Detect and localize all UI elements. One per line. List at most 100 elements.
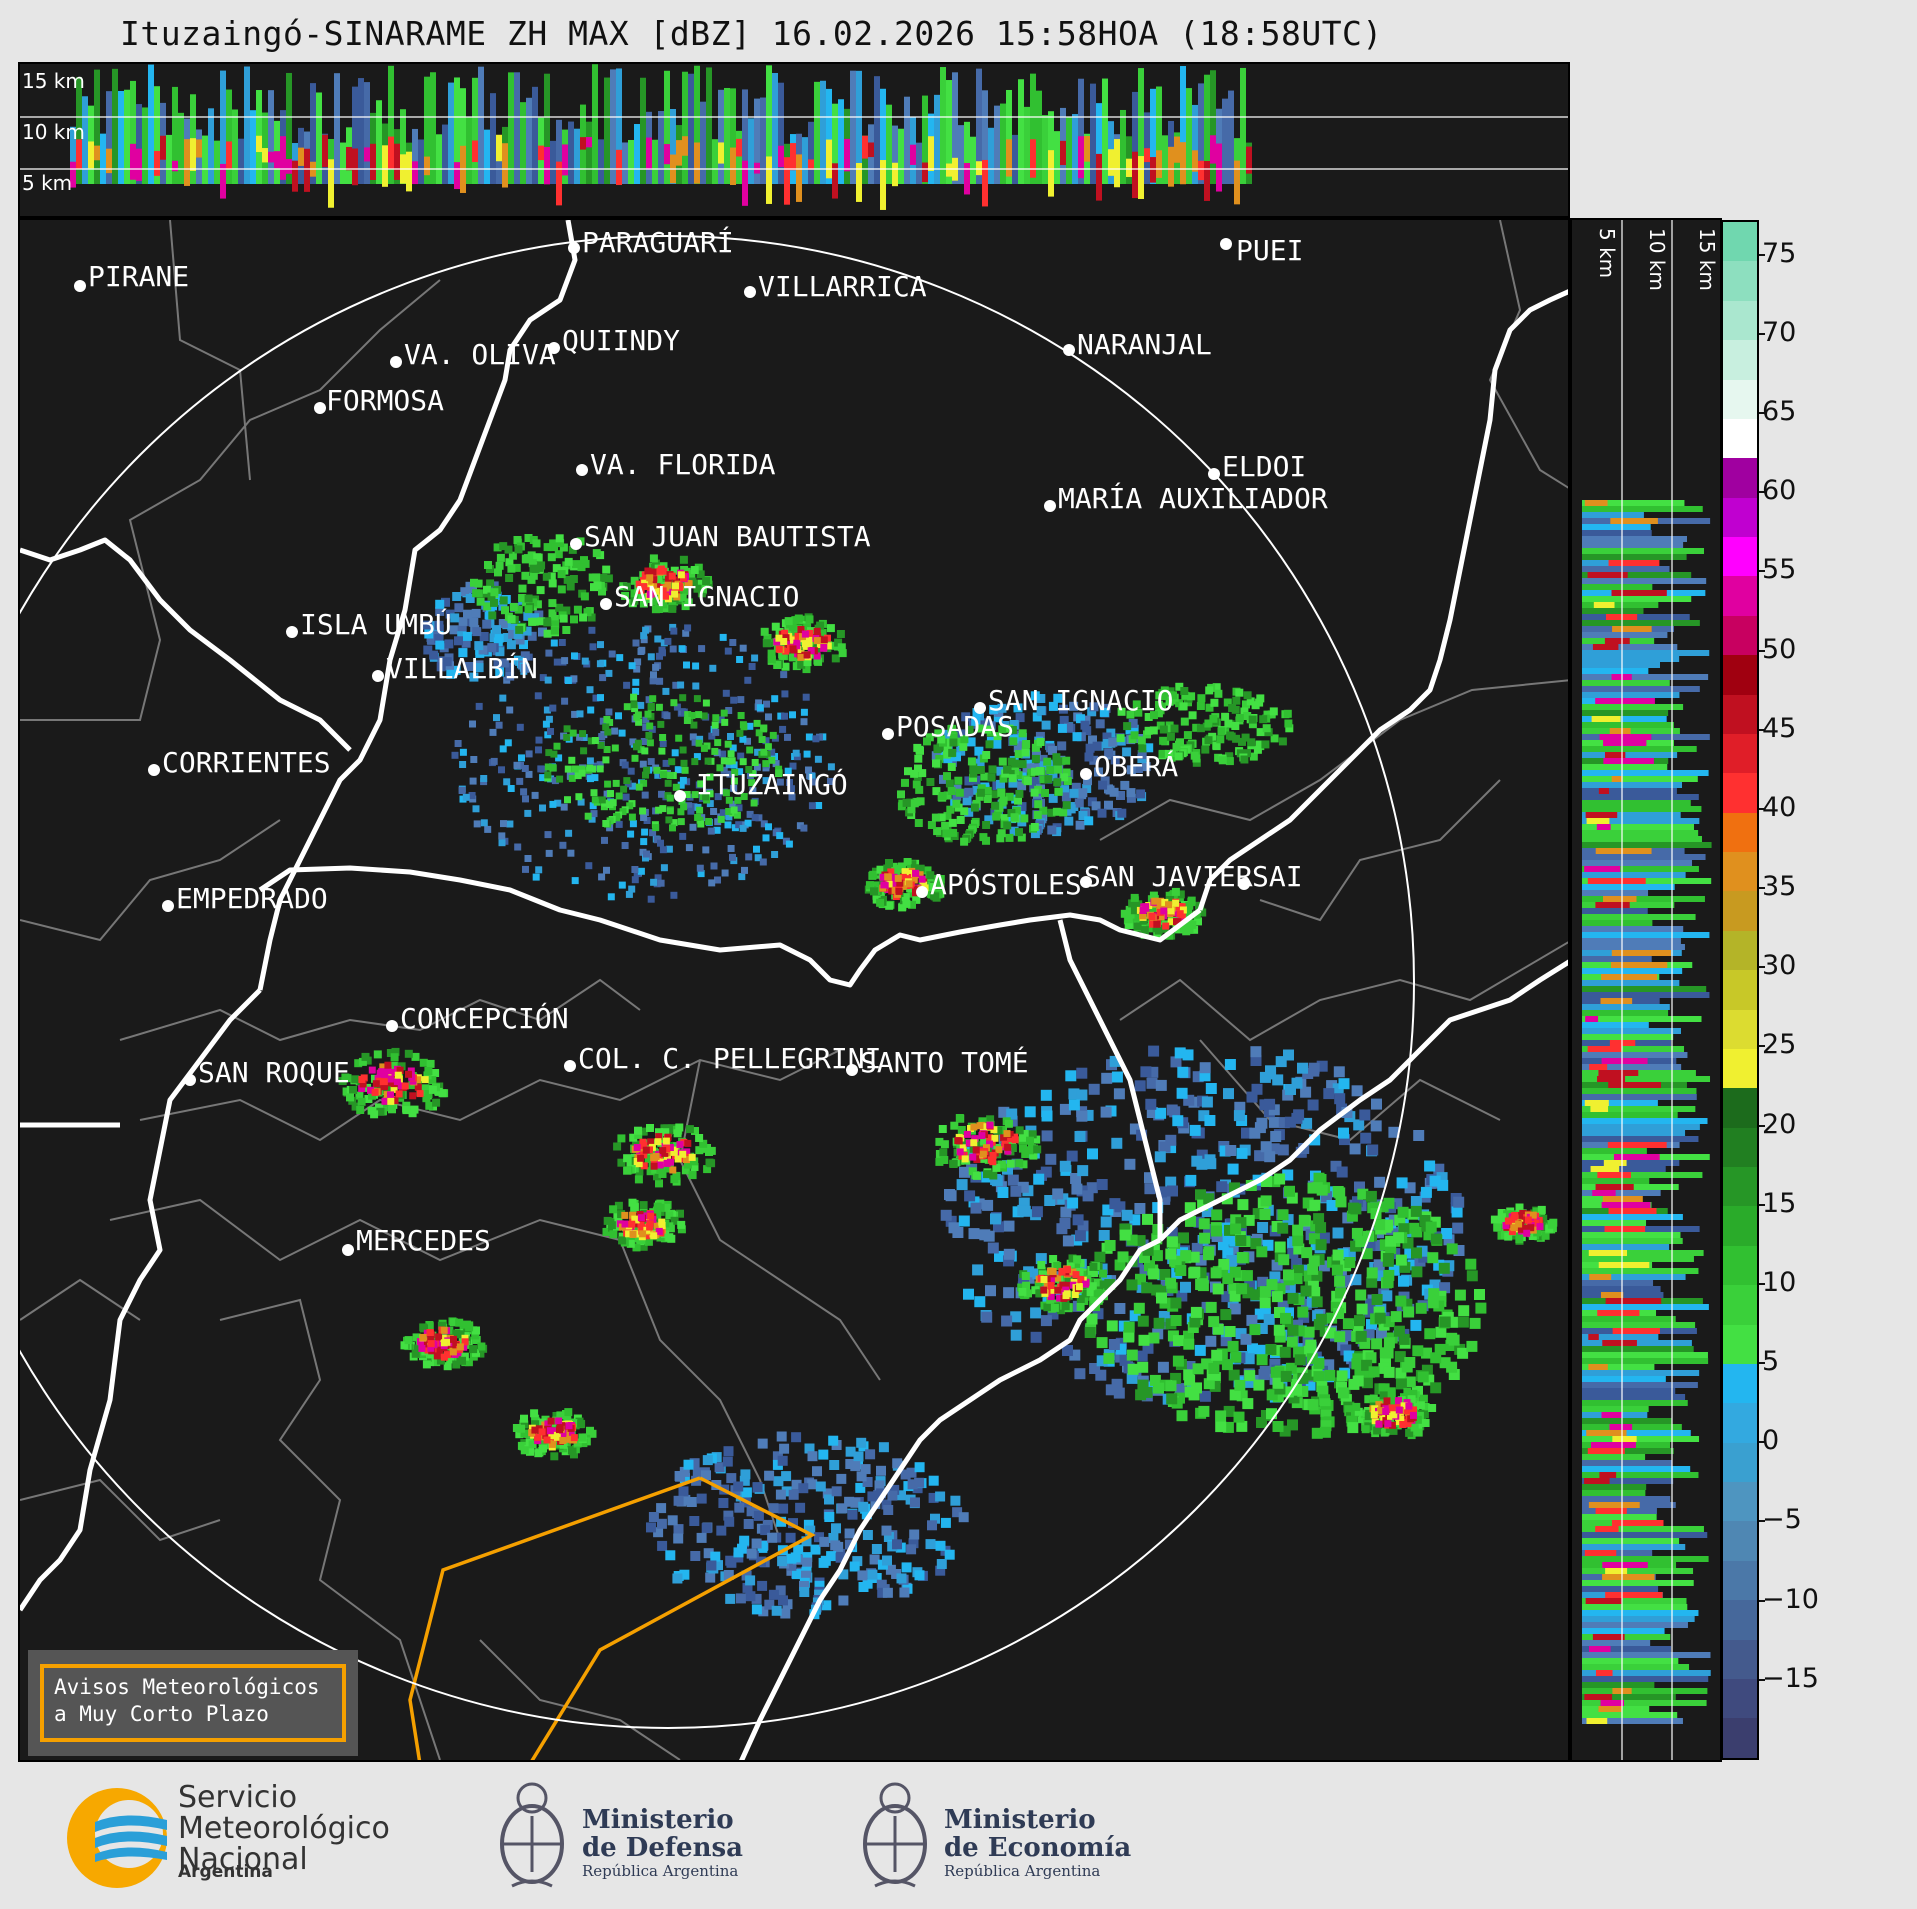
echo-cell [653,1172,661,1181]
echo-column [1096,103,1102,184]
echo-cell [606,801,614,809]
echo-cell [1373,1259,1385,1271]
echo-column [934,94,940,184]
echo-cell [968,1196,980,1208]
echo-cell [424,629,434,639]
echo-cell [1187,692,1196,701]
echo-cell [533,600,542,609]
echo-cell [480,819,488,827]
echo-cell [1277,1209,1289,1221]
echo-cell [1116,734,1125,743]
echo-core [562,144,568,176]
echo-cell [529,571,538,580]
echo-cell [1165,1380,1177,1392]
echo-cell [710,808,718,815]
echo-cell [1250,1055,1262,1066]
echo-cell [1335,1287,1346,1299]
echo-cell [763,700,770,708]
echo-cell [1376,1270,1388,1282]
echo-cell [1439,1357,1451,1369]
echo-cell [647,895,655,903]
echo-cell [1240,707,1249,716]
echo-cell [1126,1279,1138,1291]
echo-cell [982,751,991,759]
echo-cell [689,733,697,741]
echo-cell [1120,909,1129,918]
echo-cell [1005,1135,1013,1143]
echo-cell [1356,1303,1368,1315]
echo-core [304,148,310,192]
echo-cell [1036,694,1046,703]
echo-cell [876,1465,886,1476]
echo-cell [471,1331,480,1340]
echo-cell [518,584,527,593]
echo-cell [803,1519,814,1530]
echo-cell [479,632,489,641]
echo-cell [623,703,631,711]
echo-cell [532,539,541,548]
echo-cell [1140,926,1149,935]
echo-cell [960,735,969,744]
echo-cell [1282,1386,1294,1398]
echo-cell [647,653,655,661]
echo-cell [792,662,801,671]
echo-cell [689,1516,700,1526]
echo-cell [1421,1419,1430,1427]
echo-cell [1146,924,1155,933]
echo-cell [1453,1196,1465,1208]
echo-cell [543,543,552,552]
echo-cell [1313,1371,1325,1383]
echo-cell [1211,1209,1223,1221]
echo-cell [1088,735,1097,745]
echo-cell [657,1540,668,1551]
echo-cell [581,657,589,665]
echo-cell [1108,1339,1120,1350]
echo-cell [1268,1116,1280,1128]
echo-cell [1058,1267,1066,1275]
echo-cell [1313,1172,1325,1184]
echo-cell [1390,1311,1402,1323]
echo-cell [1134,1080,1146,1092]
echo-cell [1176,738,1184,747]
echo-cell [492,625,501,635]
echo-cell [1017,733,1027,742]
echo-cell [737,712,745,719]
echo-cell [1031,754,1040,763]
echo-cell [968,1228,980,1240]
echo-cell [1175,699,1184,708]
echo-column [166,134,172,184]
echo-cell [1000,1134,1008,1142]
echo-cell [884,873,892,881]
echo-cell [1062,801,1071,810]
echo-cell [1069,788,1079,798]
echo-cell [1338,1078,1350,1090]
echo-cell [869,870,878,879]
echo-column [1012,134,1018,184]
echo-cell [341,1073,350,1082]
echo-cell [1148,1332,1160,1344]
echo-column [1132,91,1138,184]
echo-core [280,136,286,180]
echo-cell [1089,702,1099,712]
echo-cell [788,785,795,793]
echo-cell [1153,920,1161,928]
echo-cell [516,777,524,785]
echo-cell [1130,893,1139,902]
echo-cell [1344,1405,1356,1417]
echo-cell [1151,1233,1163,1245]
echo-cell [1371,1417,1379,1425]
echo-cell [1148,1268,1160,1280]
echo-cell [642,626,650,634]
echo-cell [1235,1235,1247,1246]
echo-cell [713,826,721,834]
echo-cell [1266,1279,1278,1291]
echo-cell [381,1083,388,1091]
echo-cell [1126,765,1136,775]
echo-cell [793,1544,804,1555]
echo-cell [486,579,495,588]
echo-cell [889,1484,900,1495]
echo-cell [1075,1267,1084,1276]
echo-cell [1237,1199,1249,1211]
radar-map[interactable]: PIRANE PARAGUARÍ VILLARRICA PUEI VA. OLIVA QU… [18,218,1570,1762]
echo-cell [904,767,912,776]
